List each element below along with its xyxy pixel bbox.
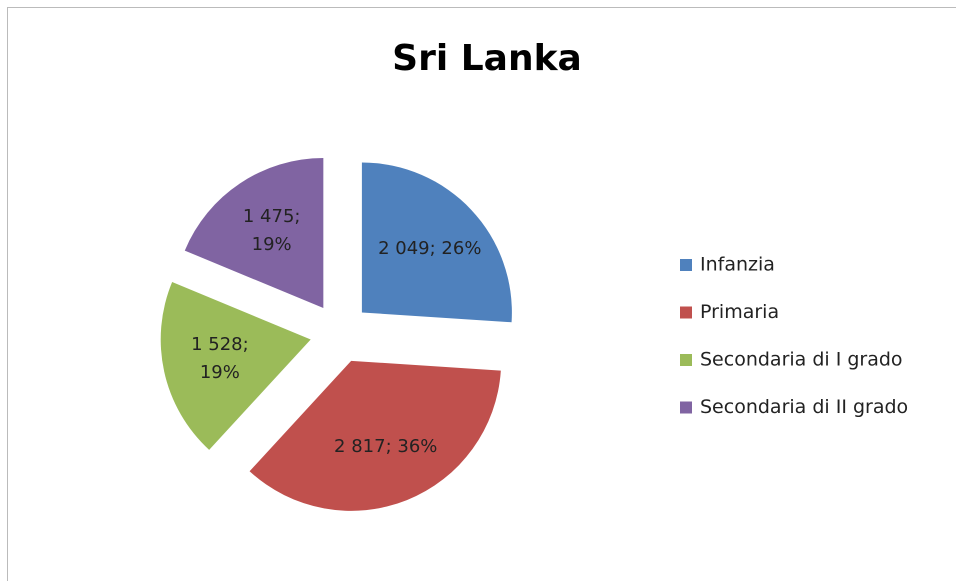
legend-swatch [680, 401, 692, 414]
data-label: 1 528; 19% [191, 334, 249, 384]
pie-slice [249, 360, 501, 511]
legend-swatch [680, 259, 692, 271]
data-label: 1 475; 19% [242, 205, 301, 255]
legend-swatch [680, 306, 692, 319]
chart-title: Sri Lanka [392, 38, 582, 79]
pie-slice [184, 158, 324, 309]
chart-frame [7, 7, 956, 581]
legend-label: Primaria [700, 301, 779, 323]
data-label: 2 049; 26% [378, 237, 482, 259]
legend-swatch [680, 354, 692, 366]
legend-label: Secondaria di II grado [700, 396, 908, 418]
data-label: 2 817; 36% [334, 436, 438, 458]
legend-label: Infanzia [700, 254, 775, 276]
legend-label: Secondaria di I grado [700, 349, 903, 371]
pie-slice [361, 162, 512, 323]
pie-slice [160, 282, 311, 450]
